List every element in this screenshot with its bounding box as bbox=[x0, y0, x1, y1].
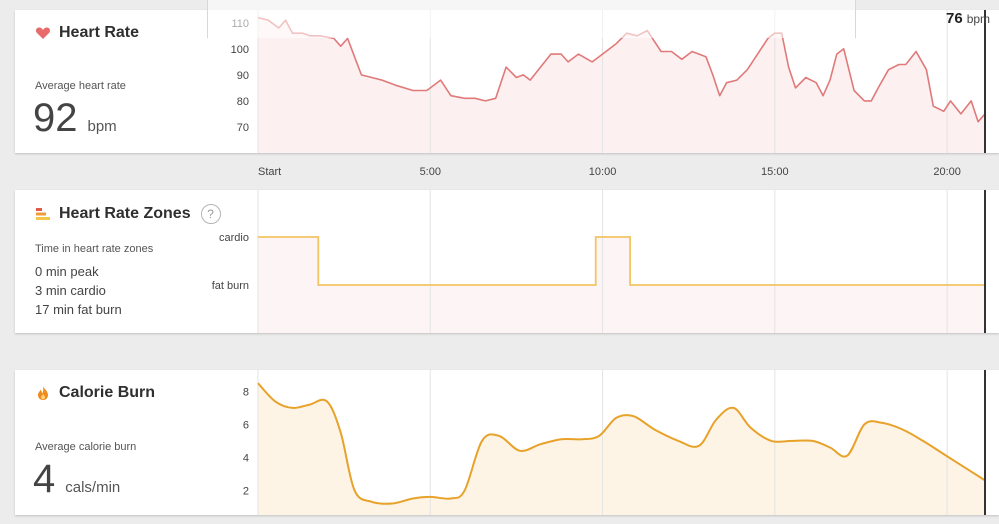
average-calorie-label: Average calorie burn bbox=[35, 441, 137, 453]
calorie-y-tick: 6 bbox=[243, 419, 249, 431]
heart-rate-chart[interactable]: 110100908070 bbox=[215, 10, 999, 153]
heart-rate-area bbox=[258, 17, 985, 153]
current-bpm-unit: bpm bbox=[966, 12, 991, 26]
zones-label: Time in heart rate zones bbox=[35, 243, 154, 255]
flame-icon bbox=[35, 385, 51, 401]
zones-bars-icon bbox=[35, 206, 51, 222]
zone-fatburn-line: 17 min fat burn bbox=[35, 302, 122, 317]
zones-area bbox=[258, 237, 985, 333]
heart-rate-title: Heart Rate bbox=[35, 24, 139, 42]
calorie-area bbox=[258, 383, 985, 515]
time-axis-tick: 20:00 bbox=[933, 166, 961, 178]
average-heart-rate-value: 92 bbox=[33, 96, 78, 140]
calorie-burn-title-text: Calorie Burn bbox=[59, 384, 156, 401]
heart-rate-y-tick: 90 bbox=[237, 70, 249, 82]
current-bpm-readout: 76 bpm bbox=[946, 10, 990, 27]
calorie-burn-chart[interactable]: 8 6 4 2 bbox=[215, 370, 999, 515]
calorie-y-tick: 8 bbox=[243, 386, 249, 398]
zones-line bbox=[258, 236, 985, 286]
zone-peak-line: 0 min peak bbox=[35, 264, 99, 279]
average-heart-rate-label: Average heart rate bbox=[35, 80, 126, 92]
zones-y-tick: fat burn bbox=[212, 280, 249, 292]
current-bpm-value: 76 bbox=[946, 10, 963, 27]
average-calorie-value: 4 bbox=[33, 457, 56, 501]
help-icon[interactable]: ? bbox=[200, 204, 221, 224]
average-heart-rate: 92 bpm bbox=[33, 96, 117, 141]
zone-cardio-line: 3 min cardio bbox=[35, 283, 106, 298]
heart-icon bbox=[35, 25, 51, 41]
time-axis-tick: 5:00 bbox=[420, 166, 441, 178]
calorie-line bbox=[257, 382, 986, 505]
heart-rate-zones-title-text: Heart Rate Zones bbox=[59, 205, 191, 222]
calorie-burn-title: Calorie Burn bbox=[35, 384, 155, 402]
zones-y-tick: cardio bbox=[219, 232, 249, 244]
time-axis-tick: Start bbox=[258, 166, 281, 178]
calorie-y-tick: 2 bbox=[243, 485, 249, 497]
heart-rate-y-tick: 70 bbox=[237, 122, 249, 134]
time-axis: Start 5:00 10:00 15:00 20:00 bbox=[0, 154, 999, 188]
average-calorie-burn: 4 cals/min bbox=[33, 457, 120, 502]
heart-rate-zones-title: Heart Rate Zones ? bbox=[35, 204, 221, 224]
heart-rate-zones-chart[interactable]: cardio fat burn bbox=[212, 190, 999, 333]
calorie-y-tick: 4 bbox=[243, 452, 249, 464]
zone-summary: 0 min peak 3 min cardio 17 min fat burn bbox=[35, 262, 122, 319]
time-axis-tick: 10:00 bbox=[589, 166, 617, 178]
heart-rate-y-tick: 80 bbox=[237, 96, 249, 108]
average-calorie-unit: cals/min bbox=[65, 479, 121, 496]
heart-rate-zones-card: Heart Rate Zones ? Time in heart rate zo… bbox=[15, 190, 999, 333]
average-heart-rate-unit: bpm bbox=[87, 118, 117, 135]
heart-rate-y-tick: 100 bbox=[231, 44, 249, 56]
heart-rate-title-text: Heart Rate bbox=[59, 24, 140, 41]
tooltip-overlay bbox=[207, 0, 856, 38]
calorie-burn-card: Calorie Burn Average calorie burn 4 cals… bbox=[15, 370, 999, 515]
time-axis-tick: 15:00 bbox=[761, 166, 789, 178]
